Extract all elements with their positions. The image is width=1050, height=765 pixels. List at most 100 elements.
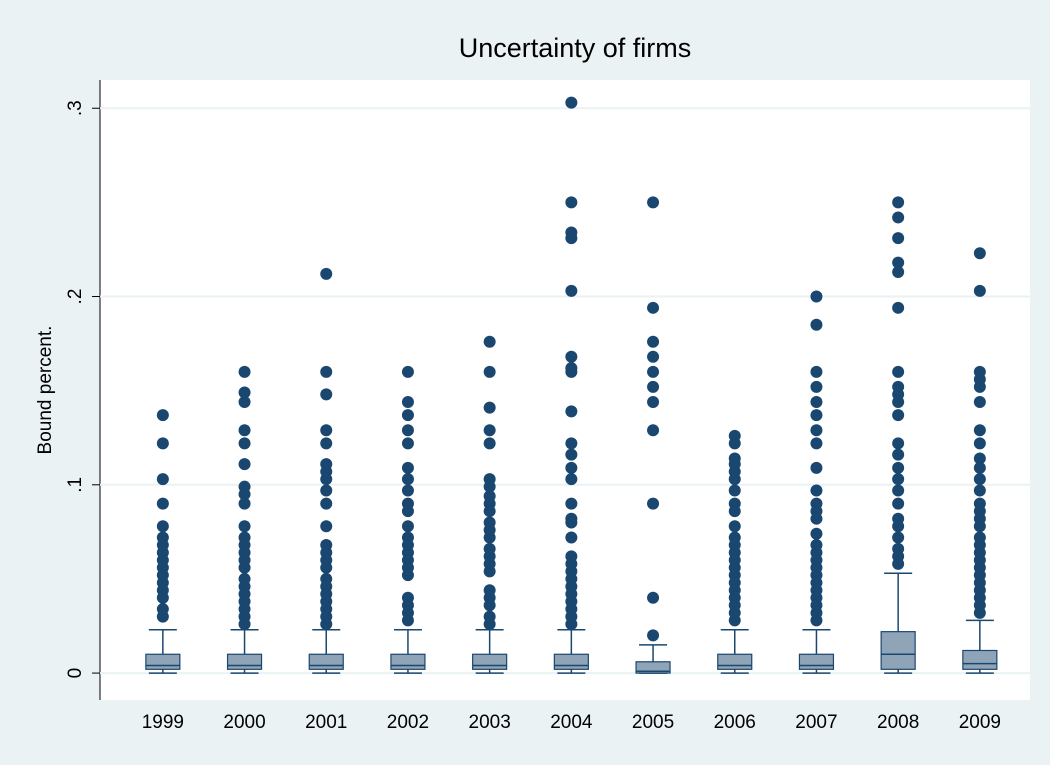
outlier: [892, 232, 905, 245]
outlier: [810, 512, 823, 525]
outlier: [401, 424, 414, 437]
outlier: [156, 591, 169, 604]
outlier: [565, 618, 578, 631]
box: [145, 653, 181, 670]
outlier: [156, 437, 169, 450]
y-tick-label: 0: [65, 668, 86, 679]
outlier: [892, 557, 905, 570]
outlier: [156, 610, 169, 623]
outlier: [238, 424, 251, 437]
x-tick-label: 2001: [305, 712, 347, 733]
outlier: [401, 365, 414, 378]
outlier: [973, 452, 986, 465]
outlier: [892, 520, 905, 533]
outlier: [892, 484, 905, 497]
outlier: [238, 458, 251, 471]
outlier: [728, 484, 741, 497]
outlier: [401, 484, 414, 497]
outlier: [483, 618, 496, 631]
box: [717, 653, 753, 670]
outlier: [647, 335, 660, 348]
outlier: [401, 461, 414, 474]
outlier: [238, 395, 251, 408]
x-tick-label: 2007: [795, 712, 837, 733]
outlier: [973, 284, 986, 297]
outlier: [565, 461, 578, 474]
x-tick-label: 2003: [469, 712, 511, 733]
outlier: [973, 484, 986, 497]
outlier: [892, 196, 905, 209]
outlier: [483, 565, 496, 578]
outlier: [483, 335, 496, 348]
outlier: [238, 561, 251, 574]
outlier: [728, 505, 741, 518]
outlier: [320, 424, 333, 437]
outlier: [892, 461, 905, 474]
x-tick-label: 1999: [142, 712, 184, 733]
outlier: [320, 365, 333, 378]
outlier: [401, 395, 414, 408]
outlier: [973, 437, 986, 450]
box: [635, 661, 671, 674]
outlier: [892, 266, 905, 279]
outlier: [156, 520, 169, 533]
box: [798, 653, 835, 670]
outlier: [238, 520, 251, 533]
outlier: [810, 484, 823, 497]
outlier: [973, 461, 986, 474]
outlier: [647, 380, 660, 393]
outlier: [401, 409, 414, 422]
outlier: [565, 350, 578, 363]
outlier: [565, 473, 578, 486]
outlier: [320, 484, 333, 497]
outlier: [483, 424, 496, 437]
box: [308, 653, 344, 670]
outlier: [320, 561, 333, 574]
outlier: [973, 606, 986, 619]
outlier: [973, 473, 986, 486]
outlier: [892, 437, 905, 450]
outlier: [565, 531, 578, 544]
outlier: [483, 480, 496, 493]
outlier: [320, 388, 333, 401]
outlier: [810, 614, 823, 627]
outlier: [647, 591, 660, 604]
outlier: [401, 505, 414, 518]
outlier: [320, 497, 333, 510]
outlier: [483, 531, 496, 544]
box: [962, 649, 998, 670]
outlier: [810, 527, 823, 540]
outlier: [810, 424, 823, 437]
outlier: [647, 350, 660, 363]
outlier: [401, 614, 414, 627]
outlier: [401, 473, 414, 486]
outlier: [892, 395, 905, 408]
x-tick-label: 2004: [550, 712, 593, 733]
outlier: [892, 531, 905, 544]
outlier: [973, 520, 986, 533]
outlier: [647, 424, 660, 437]
outlier: [320, 267, 333, 280]
x-tick-label: 2009: [959, 712, 1001, 733]
outlier: [892, 473, 905, 486]
outlier: [973, 424, 986, 437]
outlier: [810, 461, 823, 474]
outlier: [647, 629, 660, 642]
y-axis-title: Bound percent.: [35, 326, 56, 455]
outlier: [238, 437, 251, 450]
outlier: [892, 256, 905, 269]
outlier: [565, 437, 578, 450]
outlier: [647, 196, 660, 209]
outlier: [565, 232, 578, 245]
plot-area: [100, 80, 1030, 700]
outlier: [647, 395, 660, 408]
outlier: [483, 365, 496, 378]
x-tick-label: 2006: [714, 712, 756, 733]
outlier: [647, 301, 660, 314]
outlier: [483, 599, 496, 612]
outlier: [565, 405, 578, 418]
outlier: [565, 516, 578, 529]
outlier: [810, 395, 823, 408]
